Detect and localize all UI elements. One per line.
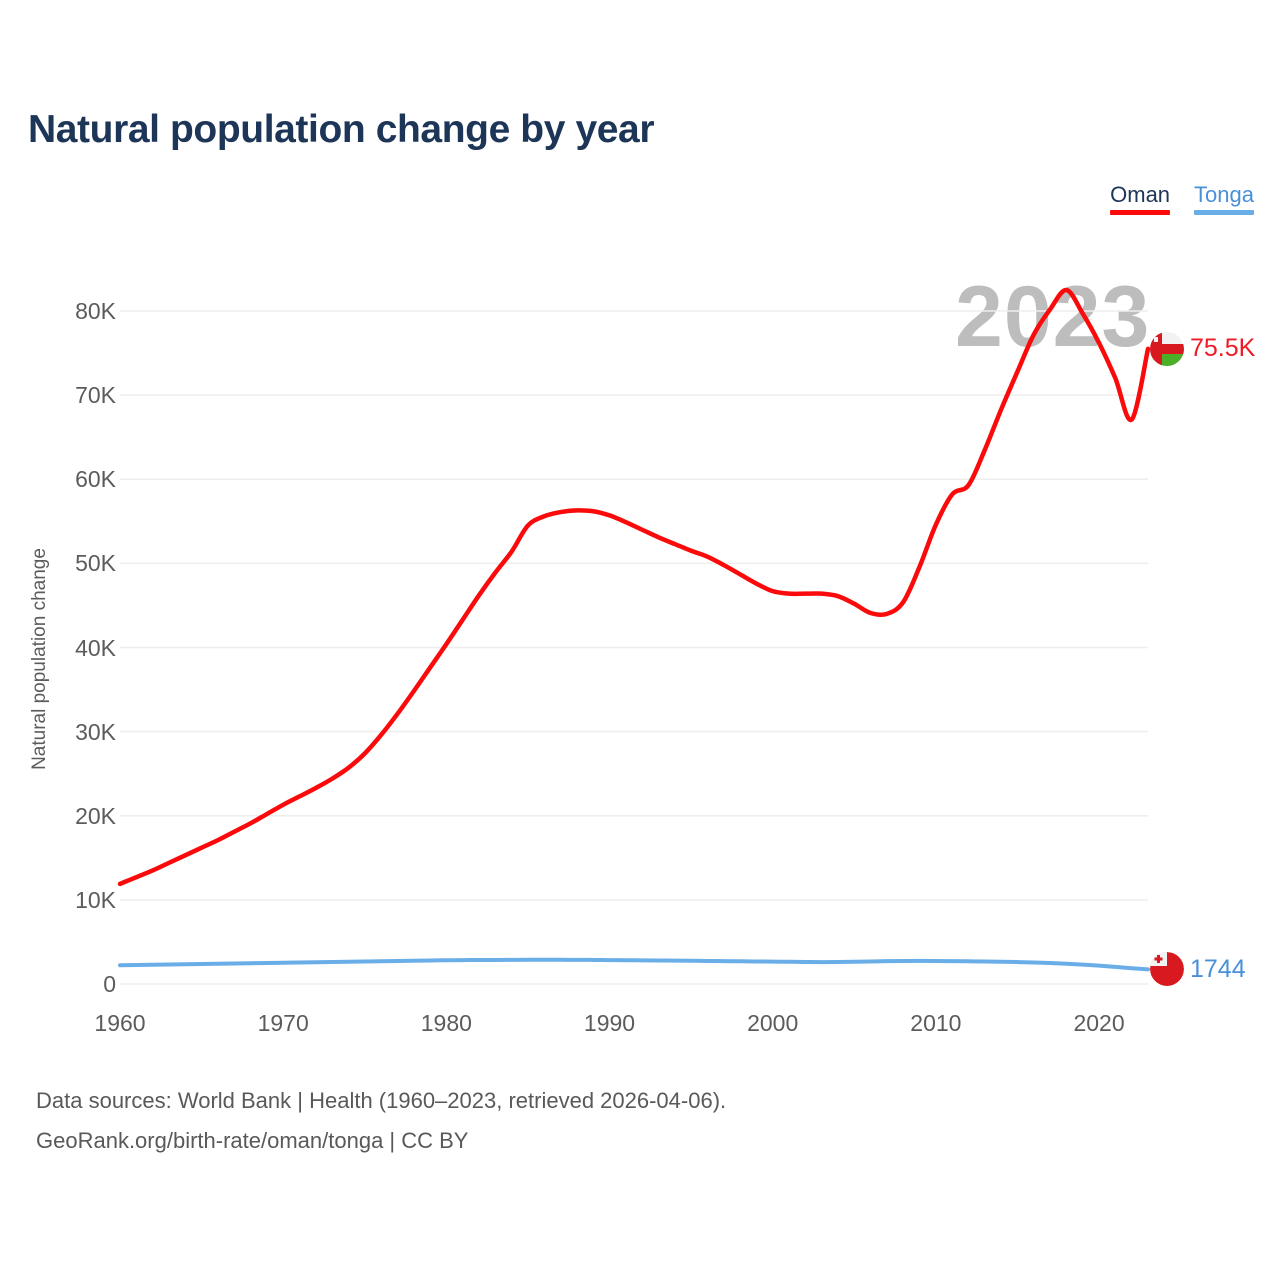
year-watermark: 2023: [955, 269, 1151, 365]
legend-color-swatch-oman: [1110, 210, 1171, 215]
y-axis-tick-label: 80K: [75, 298, 116, 324]
y-axis-tick-label: 30K: [75, 718, 116, 745]
page-title: Natural population change by year: [28, 108, 655, 151]
y-axis-tick-label: 10K: [75, 886, 116, 913]
chart-legend: Oman Tonga: [1110, 182, 1254, 215]
legend-label-oman: Oman: [1110, 182, 1171, 207]
endpoint-value-oman: 75.5K: [1190, 334, 1256, 363]
legend-item-oman[interactable]: Oman: [1110, 182, 1171, 215]
series-line-oman[interactable]: [117, 287, 1151, 887]
oman-flag-icon: [1150, 331, 1184, 366]
series-line-tonga[interactable]: [118, 957, 1150, 972]
x-axis-tick-label: 2010: [910, 1010, 962, 1036]
x-axis-tick-label: 1960: [94, 1010, 146, 1036]
y-axis-tick-label: 60K: [75, 466, 116, 493]
legend-color-swatch-tonga: [1194, 210, 1254, 215]
y-axis-tick-label: 0: [103, 971, 116, 997]
legend-label-tonga: Tonga: [1194, 182, 1254, 207]
x-axis-tick-label: 1980: [420, 1010, 472, 1036]
endpoint-tonga[interactable]: 1744: [1150, 952, 1246, 987]
footer-attribution[interactable]: GeoRank.org/birth-rate/oman/tonga | CC B…: [36, 1128, 469, 1153]
footer-data-sources: Data sources: World Bank | Health (1960–…: [36, 1088, 727, 1113]
x-axis-tick-label: 1970: [257, 1010, 309, 1036]
endpoint-value-tonga: 1744: [1190, 954, 1246, 983]
endpoint-oman[interactable]: 75.5K: [1150, 331, 1256, 366]
y-axis-tick-label: 40K: [75, 634, 116, 661]
tonga-flag-icon: [1150, 952, 1184, 987]
legend-item-tonga[interactable]: Tonga: [1194, 182, 1254, 215]
y-axis-tick-label: 20K: [75, 802, 116, 829]
y-axis-tick-label: 70K: [75, 382, 116, 409]
y-axis-tick-label: 50K: [75, 550, 116, 577]
x-axis-tick-label: 2000: [747, 1010, 799, 1036]
x-axis-tick-label: 2020: [1073, 1010, 1125, 1036]
x-axis-tick-label: 1990: [583, 1010, 636, 1036]
